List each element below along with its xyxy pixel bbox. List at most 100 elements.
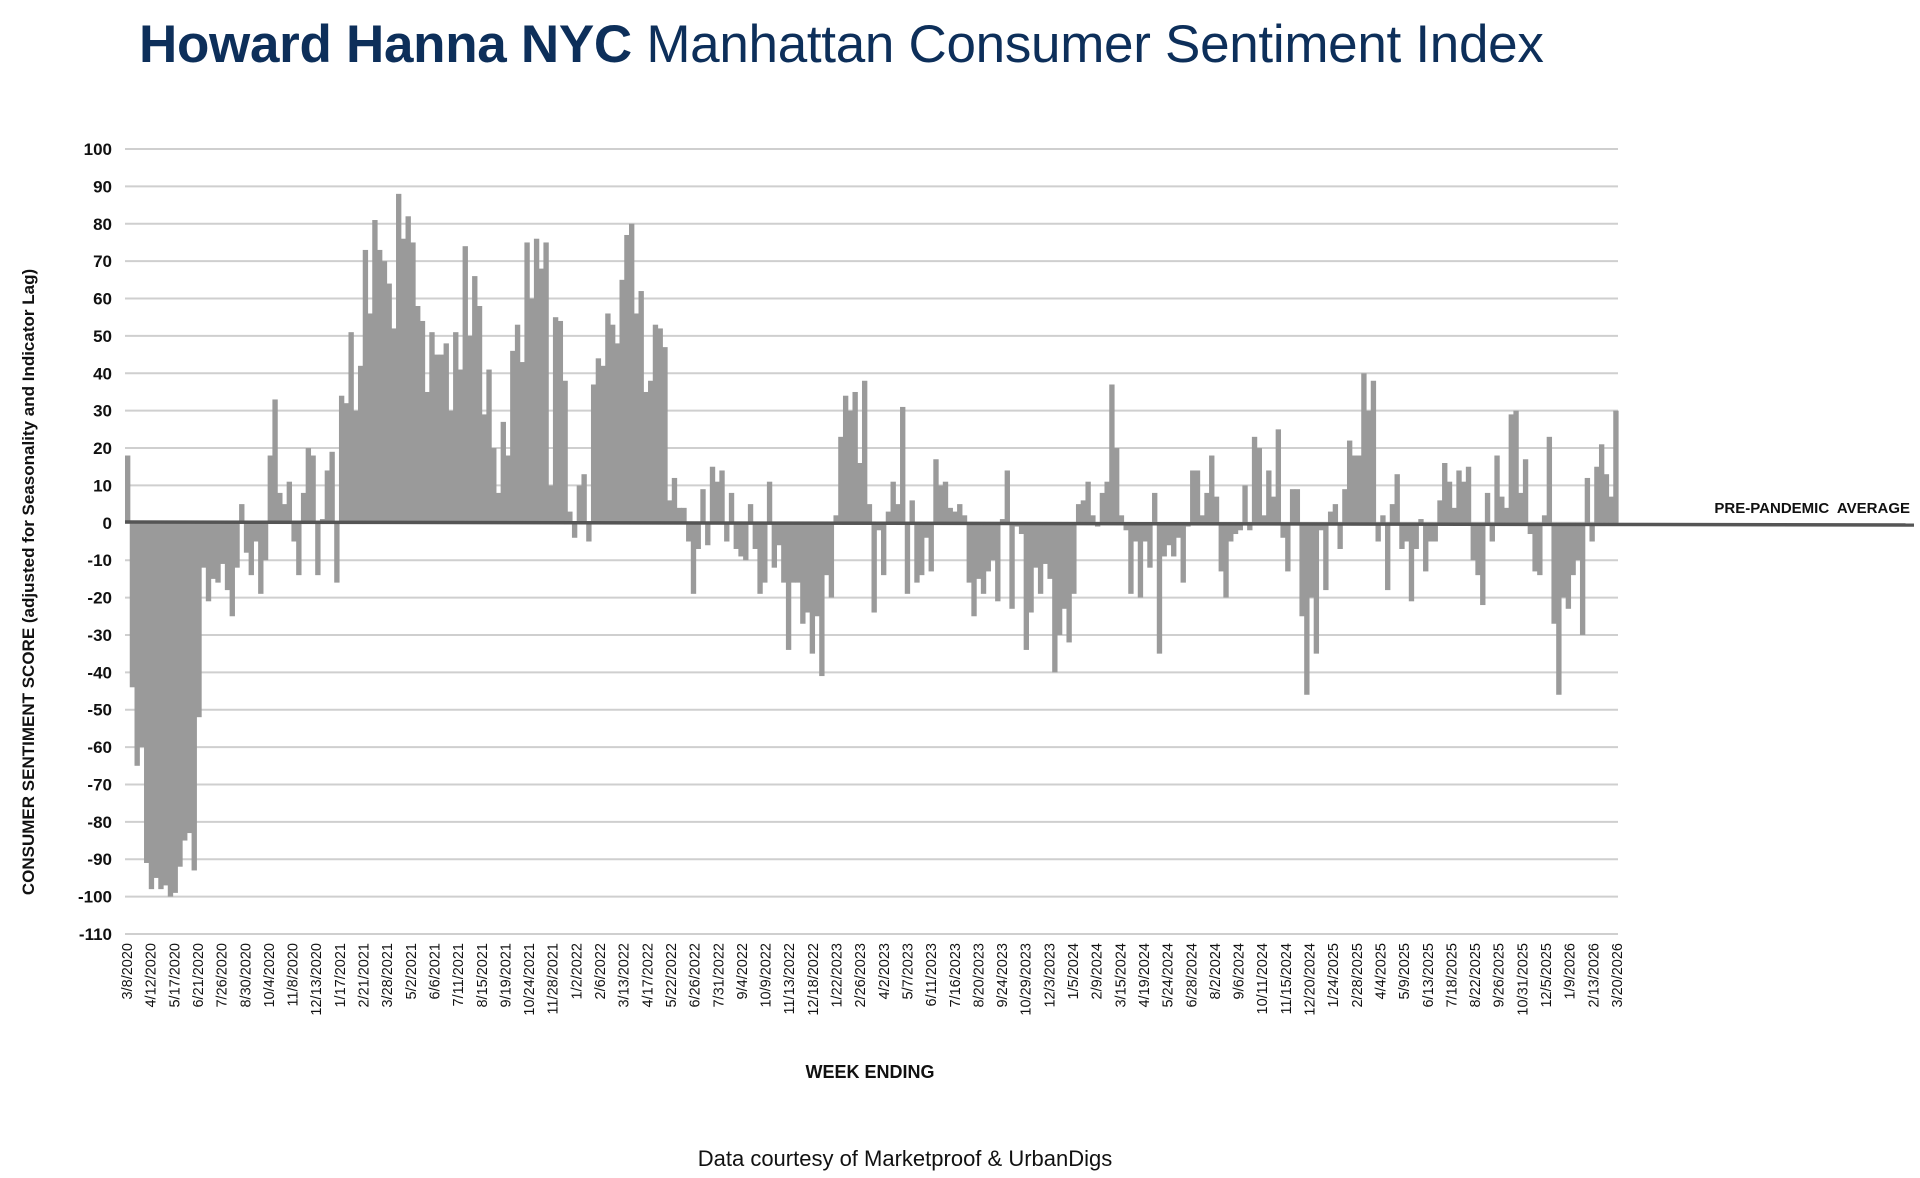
- y-tick-label: -40: [87, 663, 112, 682]
- x-tick-label: 9/26/2025: [1492, 943, 1508, 1008]
- bar: [1513, 410, 1519, 523]
- bar: [833, 515, 839, 523]
- x-tick-label: 9/6/2024: [1232, 943, 1248, 999]
- bar: [785, 522, 792, 650]
- x-tick-label: 10/29/2023: [1019, 943, 1035, 1016]
- bar: [733, 522, 739, 549]
- bar: [933, 459, 939, 523]
- bar: [472, 276, 478, 523]
- bar: [681, 507, 687, 523]
- x-tick-label: 1/17/2021: [333, 943, 349, 1008]
- bar: [281, 504, 288, 523]
- bar: [947, 507, 953, 523]
- bar: [752, 522, 758, 549]
- x-tick-label: 8/20/2023: [971, 943, 987, 1008]
- x-tick-label: 9/4/2022: [735, 943, 751, 999]
- bar: [1508, 414, 1514, 523]
- title-rest: Manhattan Consumer Sentiment Index: [646, 15, 1544, 74]
- bar: [1223, 522, 1229, 598]
- y-tick-label: -110: [79, 925, 112, 944]
- bar: [1280, 522, 1286, 538]
- bar: [1194, 470, 1201, 523]
- title-brand: Howard Hanna NYC: [139, 15, 632, 74]
- bar: [272, 399, 278, 523]
- bar: [662, 347, 668, 523]
- y-tick-label: -50: [87, 701, 112, 720]
- x-tick-label: 12/3/2023: [1042, 943, 1058, 1008]
- x-tick-label: 5/17/2020: [167, 943, 183, 1008]
- x-tick-label: 8/30/2020: [238, 943, 254, 1008]
- bar: [648, 380, 654, 523]
- x-tick-label: 7/18/2025: [1444, 943, 1460, 1008]
- bar: [1385, 522, 1391, 591]
- bar: [296, 522, 302, 576]
- bar: [410, 242, 416, 523]
- bar: [719, 470, 725, 523]
- y-tick-label: -100: [78, 888, 112, 907]
- bar: [1551, 522, 1557, 624]
- bar: [586, 522, 592, 542]
- bar: [1366, 410, 1372, 523]
- bar: [1380, 515, 1386, 523]
- x-axis-ticks: 3/8/2020 4/12/2020 5/17/2020 6/21/2020 7/26/…: [120, 943, 1626, 1016]
- bar: [443, 343, 449, 523]
- bar: [904, 522, 911, 594]
- x-tick-label: 8/22/2025: [1468, 943, 1484, 1008]
- bar: [1028, 522, 1034, 613]
- x-tick-label: 6/6/2021: [428, 943, 444, 999]
- bar: [224, 522, 231, 591]
- x-tick-label: 10/4/2020: [262, 943, 278, 1008]
- bar: [1123, 522, 1129, 531]
- bar: [300, 492, 307, 523]
- bar: [1261, 515, 1267, 523]
- bar: [762, 522, 768, 583]
- bar: [961, 515, 968, 523]
- bar: [1370, 380, 1377, 523]
- bar: [1361, 373, 1367, 523]
- bar: [1598, 444, 1605, 523]
- bar: [1256, 448, 1262, 523]
- bar: [1613, 410, 1619, 523]
- bar: [1209, 455, 1215, 523]
- bar: [1071, 522, 1077, 594]
- bar: [505, 455, 511, 523]
- bar: [324, 470, 331, 523]
- bar: [543, 242, 549, 523]
- bar: [1294, 489, 1301, 523]
- bar: [1171, 522, 1177, 557]
- bar: [1109, 384, 1115, 523]
- bar: [1413, 522, 1419, 549]
- bar: [1584, 477, 1591, 523]
- y-tick-label: 20: [93, 439, 112, 458]
- bar: [424, 391, 430, 523]
- bar: [338, 395, 345, 523]
- x-tick-label: 1/2/2022: [569, 943, 585, 999]
- bar: [191, 522, 197, 871]
- bar: [923, 522, 930, 538]
- bar: [857, 463, 863, 523]
- bar: [795, 522, 801, 583]
- bar: [709, 466, 716, 523]
- bar: [500, 421, 506, 523]
- x-tick-label: 12/20/2024: [1303, 943, 1319, 1016]
- bar: [1156, 522, 1163, 654]
- bar: [357, 365, 364, 523]
- bar: [638, 291, 644, 523]
- bar: [1346, 440, 1353, 523]
- bar: [1137, 522, 1144, 598]
- bar: [177, 522, 183, 867]
- bar: [1537, 522, 1543, 576]
- bar: [1009, 522, 1015, 609]
- bar: [1285, 522, 1291, 572]
- bar: [1527, 522, 1534, 535]
- x-tick-label: 5/9/2025: [1397, 943, 1413, 999]
- bar: [1456, 470, 1462, 523]
- bar: [253, 522, 259, 542]
- bar: [652, 324, 659, 523]
- chart-title: Howard Hanna NYC Manhattan Consumer Sent…: [139, 14, 1544, 76]
- bar: [400, 238, 407, 523]
- bar: [453, 332, 459, 523]
- x-tick-label: 7/26/2020: [215, 943, 231, 1008]
- bar: [823, 522, 830, 576]
- bar: [1247, 522, 1253, 531]
